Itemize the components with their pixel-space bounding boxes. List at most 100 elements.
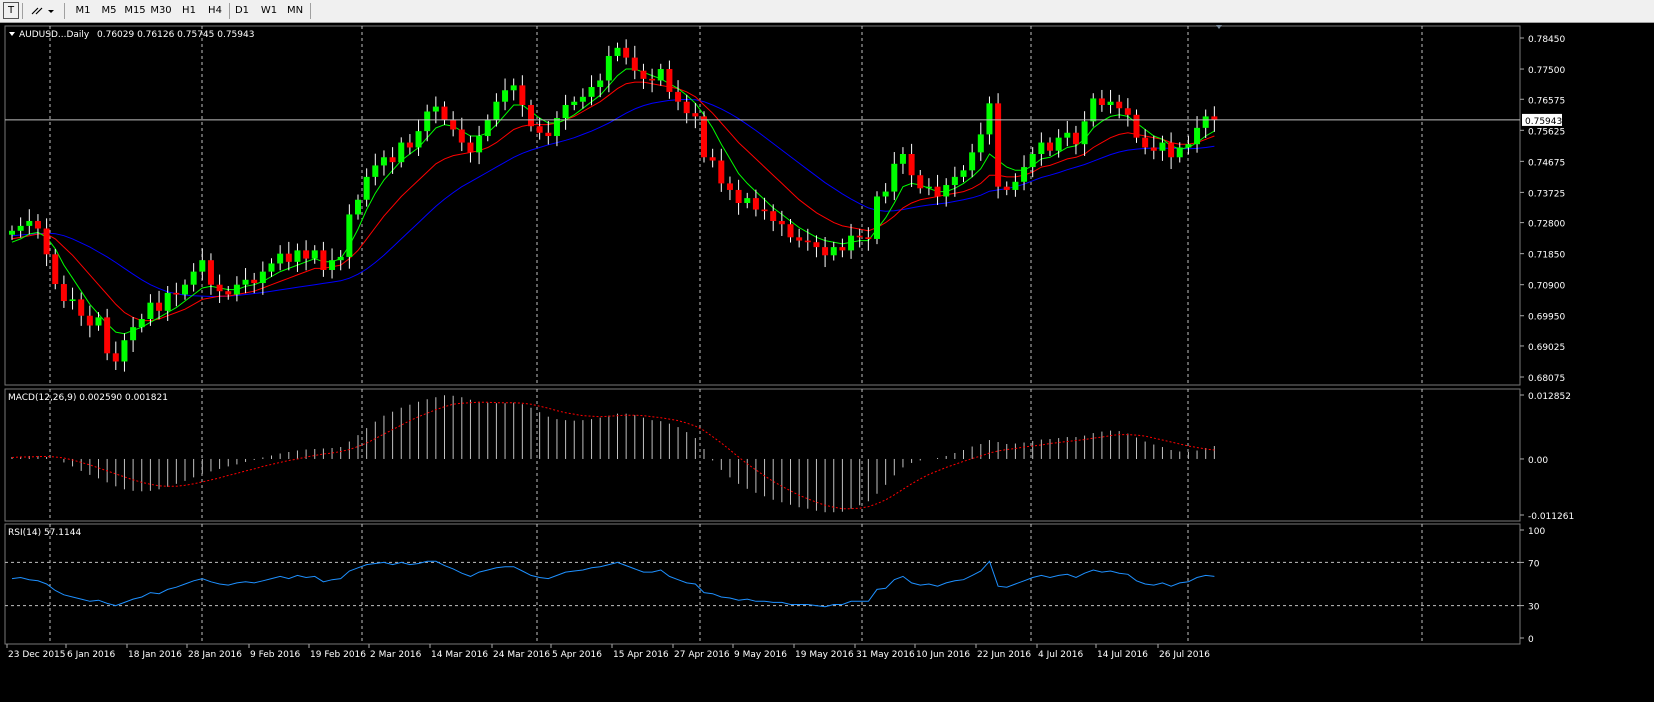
candle-bear [701, 116, 707, 158]
candle-bear [1072, 132, 1079, 145]
timeframe-button-m1[interactable]: M1 [75, 5, 91, 16]
candle-bear [1150, 147, 1157, 151]
date-axis-label: 9 Feb 2016 [250, 650, 301, 660]
candle-bull [363, 176, 370, 200]
candle-bull [424, 111, 431, 132]
candle-bear [112, 353, 119, 362]
candle-bull [182, 284, 188, 295]
ohlc-readout: 0.76029 0.76126 0.75745 0.75943 [97, 30, 254, 40]
candle-bull [294, 250, 301, 262]
candle-bull [17, 225, 24, 231]
candle-bull [1038, 142, 1045, 154]
timeframe-button-d1[interactable]: D1 [234, 5, 250, 16]
timeframe-button-h4[interactable]: H4 [208, 5, 222, 16]
date-axis-label: 5 Apr 2016 [552, 650, 602, 660]
candle-bear [666, 69, 673, 92]
candle-bull [502, 90, 509, 102]
candle-bear [865, 237, 872, 239]
candle-bear [770, 211, 777, 221]
candle-bear [1116, 101, 1123, 109]
candle-bull [1185, 144, 1192, 148]
candle-bull [1012, 181, 1019, 190]
current-price-tag [1522, 113, 1562, 126]
price-axis-label: 0.72800 [1528, 220, 1565, 230]
candle-bear [34, 220, 41, 229]
price-axis-label: 0.78450 [1528, 35, 1565, 45]
candle-bear [917, 175, 924, 189]
candle-bear [709, 157, 716, 161]
date-axis-label: 10 Jun 2016 [916, 650, 970, 660]
candle-bear [320, 250, 327, 270]
moving-average-fast [11, 68, 1215, 335]
date-axis-label: 24 Mar 2016 [493, 650, 550, 660]
price-axis-label: 0.77500 [1528, 66, 1565, 76]
candle-bull [355, 199, 361, 215]
timeframe-button-h1[interactable]: H1 [182, 5, 196, 16]
timeframe-button-mn[interactable]: MN [286, 5, 304, 16]
candle-bear [60, 284, 67, 302]
candle-bull [830, 247, 837, 256]
candle-bull [562, 104, 569, 119]
price-pane [4, 25, 1521, 386]
candle-bear [406, 142, 413, 148]
chart-area[interactable]: 0.78450 0.77500 0.76575 0.75625 0.74675 0.737… [0, 23, 1654, 702]
candle-bull [553, 118, 560, 137]
candle-bull [925, 186, 932, 189]
candle-bear [467, 142, 474, 153]
timeframe-button-m30[interactable]: M30 [150, 5, 172, 16]
date-axis-label: 2 Mar 2016 [370, 650, 422, 660]
candle-bear [839, 247, 846, 251]
timeframe-button-m15[interactable]: M15 [124, 5, 146, 16]
moving-average-mid [11, 81, 1215, 322]
candle-bull [346, 214, 353, 257]
candle-bull [95, 317, 102, 326]
candle-bear [778, 220, 785, 225]
candle-bull [233, 284, 240, 295]
candle-bull [190, 271, 197, 285]
candle-bear [856, 235, 863, 238]
rsi-title: RSI(14) 57.1144 [8, 528, 81, 538]
candle-bull [951, 176, 958, 186]
timeframe-toolbar: T M1 M5 M15 M30 H1 H4 D1 W1 MN [0, 0, 1654, 23]
candle-bear [52, 254, 59, 285]
candle-bear [752, 198, 759, 210]
candle-bull [657, 69, 664, 81]
candle-bull [1081, 121, 1088, 145]
date-axis-label: 15 Apr 2016 [613, 650, 669, 660]
candle-bear [389, 157, 396, 163]
candle-bull [476, 136, 483, 153]
candle-bull [9, 230, 15, 235]
price-axis-label: 0.74675 [1528, 158, 1565, 168]
candle-bear [1168, 142, 1175, 158]
candle-bull [1194, 127, 1201, 145]
candle-bear [995, 103, 1002, 187]
toolbar-separator [229, 3, 230, 19]
candle-bear [86, 315, 93, 326]
date-axis-label: 14 Mar 2016 [431, 650, 488, 660]
candle-bull [1064, 132, 1071, 138]
line-tools-icon[interactable] [28, 2, 58, 20]
candle-bull [380, 157, 387, 166]
candle-bull [147, 302, 154, 320]
timeframe-button-w1[interactable]: W1 [260, 5, 278, 16]
candle-bear [1047, 142, 1053, 151]
date-axis-label: 31 May 2016 [856, 650, 915, 660]
candle-bear [450, 119, 457, 130]
text-tool-icon[interactable]: T [3, 2, 19, 19]
macd-signal-line [11, 401, 1215, 510]
candle-bull [372, 165, 379, 177]
candle-bull [130, 327, 137, 341]
macd-title: MACD(12,26,9) 0.002590 0.001821 [8, 393, 168, 403]
candle-bull [432, 106, 439, 112]
line-tools-glyph [31, 7, 54, 15]
candle-bear [787, 224, 794, 238]
candle-bull [969, 152, 976, 171]
toolbar-separator [64, 3, 65, 19]
candle-bull [510, 85, 517, 91]
candle-bear [934, 186, 941, 197]
timeframe-button-m5[interactable]: M5 [101, 5, 117, 16]
pane-collapse-icon [9, 32, 15, 36]
candle-bear [631, 57, 638, 71]
toolbar-separator [22, 3, 23, 19]
candle-bear [1133, 114, 1140, 138]
